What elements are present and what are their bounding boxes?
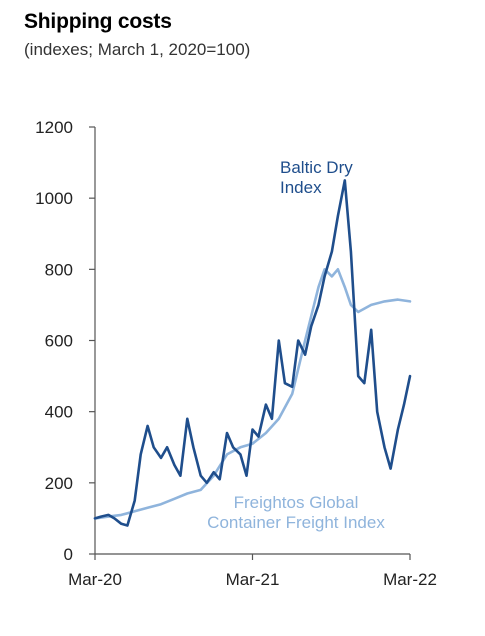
y-tick-label: 200 bbox=[45, 474, 73, 493]
label-baltic-dry-index-line-1: Baltic Dry bbox=[280, 158, 353, 177]
label-baltic-dry-index-line-2: Index bbox=[280, 178, 322, 197]
y-tick-label: 1200 bbox=[35, 118, 73, 137]
series-line-freightos-index bbox=[93, 268, 412, 520]
y-tick-label: 1000 bbox=[35, 189, 73, 208]
label-freightos-index-line-1: Freightos Global bbox=[234, 493, 359, 512]
series-lines bbox=[93, 179, 412, 527]
x-tick-label: Mar-22 bbox=[383, 570, 437, 589]
axes: 0 200 400 600 800 1000 1200 Mar-20 Mar-21 Mar-22 bbox=[35, 118, 437, 589]
x-tick-label: Mar-20 bbox=[68, 570, 122, 589]
x-tick-label: Mar-21 bbox=[226, 570, 280, 589]
y-tick-label: 400 bbox=[45, 403, 73, 422]
y-tick-label: 800 bbox=[45, 260, 73, 279]
y-tick-label: 600 bbox=[45, 332, 73, 351]
y-tick-label: 0 bbox=[64, 545, 73, 564]
chart-title: Shipping costs bbox=[24, 10, 172, 33]
series-line-baltic-dry-index bbox=[93, 179, 412, 527]
chart-subtitle: (indexes; March 1, 2020=100) bbox=[24, 40, 251, 59]
label-freightos-index-line-2: Container Freight Index bbox=[207, 513, 385, 532]
